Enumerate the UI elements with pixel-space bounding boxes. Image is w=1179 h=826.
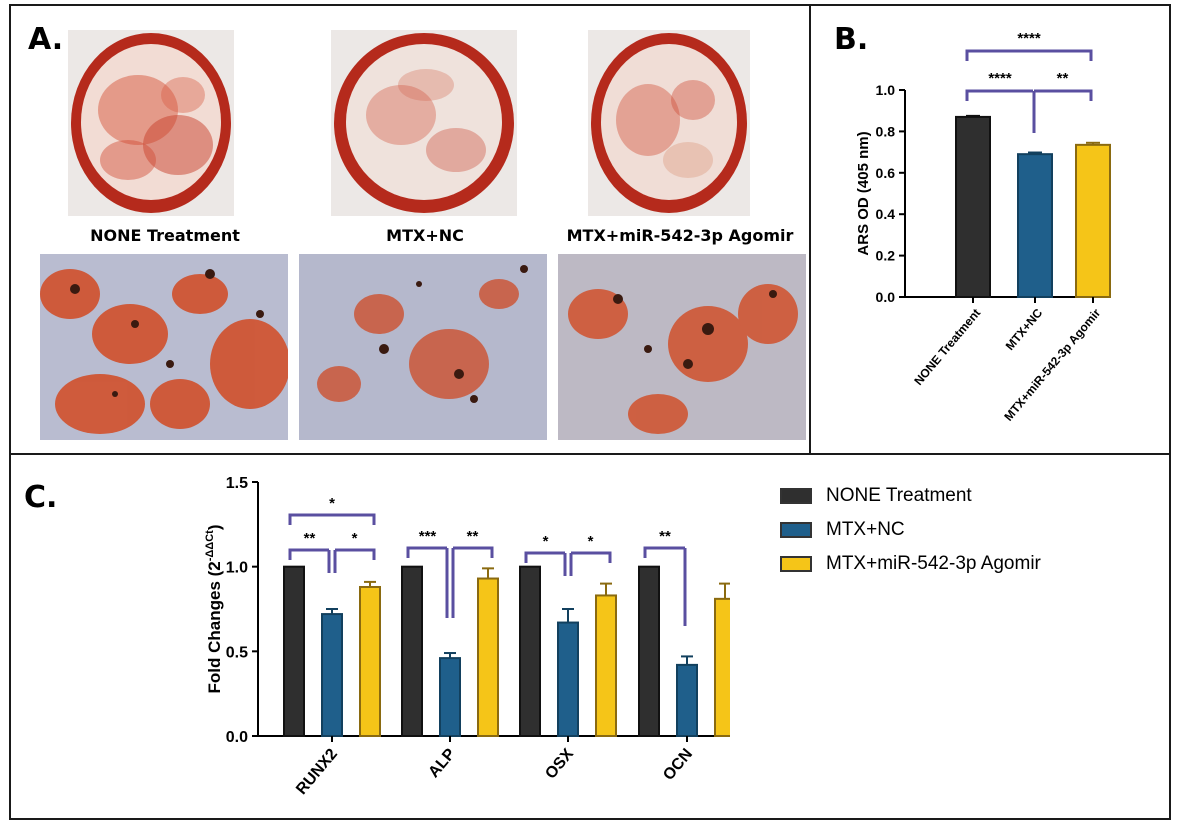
y-tick-label: 0.8 — [876, 123, 896, 139]
caption-mtx-agomir: MTX+miR-542-3p Agomir — [566, 226, 794, 245]
panel-b-letter: B. — [834, 22, 869, 57]
panel-c-frame — [9, 453, 1171, 820]
bar-OSX-0 — [519, 565, 541, 737]
y-tick-label: 0.4 — [876, 206, 896, 222]
well-photo-mtx-nc — [331, 30, 517, 216]
significance-label: **** — [1017, 30, 1041, 47]
significance-label: * — [352, 530, 358, 547]
x-tick-label: OSX — [542, 745, 577, 782]
bar-OCN-0 — [638, 565, 660, 737]
legend-label-agomir: MTX+miR-542-3p Agomir — [826, 553, 1041, 574]
significance-bracket-alp-right — [453, 546, 494, 558]
well-photo-none — [68, 30, 234, 216]
panel-a-letter: A. — [28, 22, 64, 57]
legend-swatch-agomir — [780, 556, 812, 572]
y-tick-label: 0.2 — [876, 248, 896, 264]
bar-ALP-0 — [401, 565, 423, 737]
well-photo-agomir — [588, 30, 750, 216]
legend-label-mtx-nc: MTX+NC — [826, 519, 905, 540]
bar-OCN-1 — [676, 663, 698, 738]
y-axis-title-end: ) — [205, 525, 224, 531]
significance-label: ** — [304, 530, 316, 547]
legend-mtx-nc: MTX+NC — [780, 519, 905, 540]
significance-bracket — [965, 89, 1033, 101]
y-tick-label: 1.5 — [226, 475, 248, 492]
significance-label: ** — [659, 528, 671, 545]
fold-change-bar-chart: 0.0 0.5 1.0 1.5 Fold Changes (2-ΔΔCt) RUNX2 AL… — [204, 475, 730, 799]
y-tick-label: 0.5 — [226, 644, 248, 661]
significance-bracket-runx2-left — [288, 548, 329, 560]
significance-bracket-runx2-outer — [288, 513, 376, 525]
y-axis-title-superscript: -ΔΔCt — [204, 530, 216, 561]
bar-ALP-2 — [477, 577, 499, 737]
significance-bracket-runx2-right — [335, 548, 376, 560]
x-tick-label: MTX+miR-542-3p Agomir — [1001, 306, 1103, 424]
significance-label: ** — [1057, 70, 1069, 87]
x-tick-label: OCN — [660, 746, 696, 784]
micrograph-none — [40, 254, 288, 440]
x-tick-label: MTX+NC — [1003, 306, 1046, 353]
significance-label: * — [329, 495, 335, 512]
y-tick-label: 0.0 — [876, 289, 896, 305]
bar-RUNX2-1 — [321, 613, 343, 737]
y-tick-label: 1.0 — [876, 82, 896, 98]
bar-OSX-1 — [557, 621, 579, 737]
x-tick-label: RUNX2 — [293, 746, 341, 799]
micrograph-mtx-nc — [299, 254, 547, 440]
bar-OCN-2 — [714, 597, 730, 737]
caption-mtx-nc: MTX+NC — [386, 226, 464, 245]
legend-swatch-none — [780, 488, 812, 504]
significance-bracket — [1034, 89, 1093, 101]
x-tick-label: NONE Treatment — [911, 306, 983, 388]
significance-label: **** — [988, 70, 1012, 87]
bar-RUNX2-2 — [359, 585, 381, 737]
bar-OSX-2 — [595, 594, 617, 737]
legend-none-treatment: NONE Treatment — [780, 485, 972, 506]
y-tick-label: 0.6 — [876, 165, 896, 181]
bar-RUNX2-0 — [283, 565, 305, 737]
significance-bracket-osx-right — [571, 551, 612, 563]
y-axis-title: ARS OD (405 nm) — [855, 131, 872, 255]
significance-bracket-alp-left — [406, 546, 447, 558]
panel-c-letter: C. — [24, 480, 58, 515]
bar-2 — [1075, 143, 1111, 298]
bar-1 — [1017, 153, 1053, 298]
legend-agomir: MTX+miR-542-3p Agomir — [780, 553, 1041, 574]
significance-label: *** — [419, 528, 437, 545]
significance-label: * — [543, 533, 549, 550]
x-tick-label: ALP — [425, 745, 459, 781]
y-axis-title-main: Fold Changes (2 — [205, 561, 224, 693]
legend-swatch-mtx-nc — [780, 522, 812, 538]
y-axis-title: Fold Changes (2-ΔΔCt) — [204, 525, 224, 694]
y-tick-label: 0.0 — [226, 729, 248, 746]
significance-bracket-osx-left — [524, 551, 565, 563]
ars-bar-chart: 0.0 0.2 0.4 0.6 0.8 1.0 ARS OD (405 nm) NONE Tr… — [855, 30, 1111, 424]
micrograph-agomir — [558, 254, 806, 440]
significance-bracket — [965, 49, 1093, 61]
significance-bracket-ocn — [643, 546, 685, 558]
bar-0 — [955, 115, 991, 298]
significance-label: * — [588, 533, 594, 550]
caption-none-treatment: NONE Treatment — [90, 226, 240, 245]
bar-ALP-1 — [439, 657, 461, 738]
y-tick-label: 1.0 — [226, 560, 248, 577]
legend-label-none: NONE Treatment — [826, 485, 972, 506]
significance-label: ** — [467, 528, 479, 545]
